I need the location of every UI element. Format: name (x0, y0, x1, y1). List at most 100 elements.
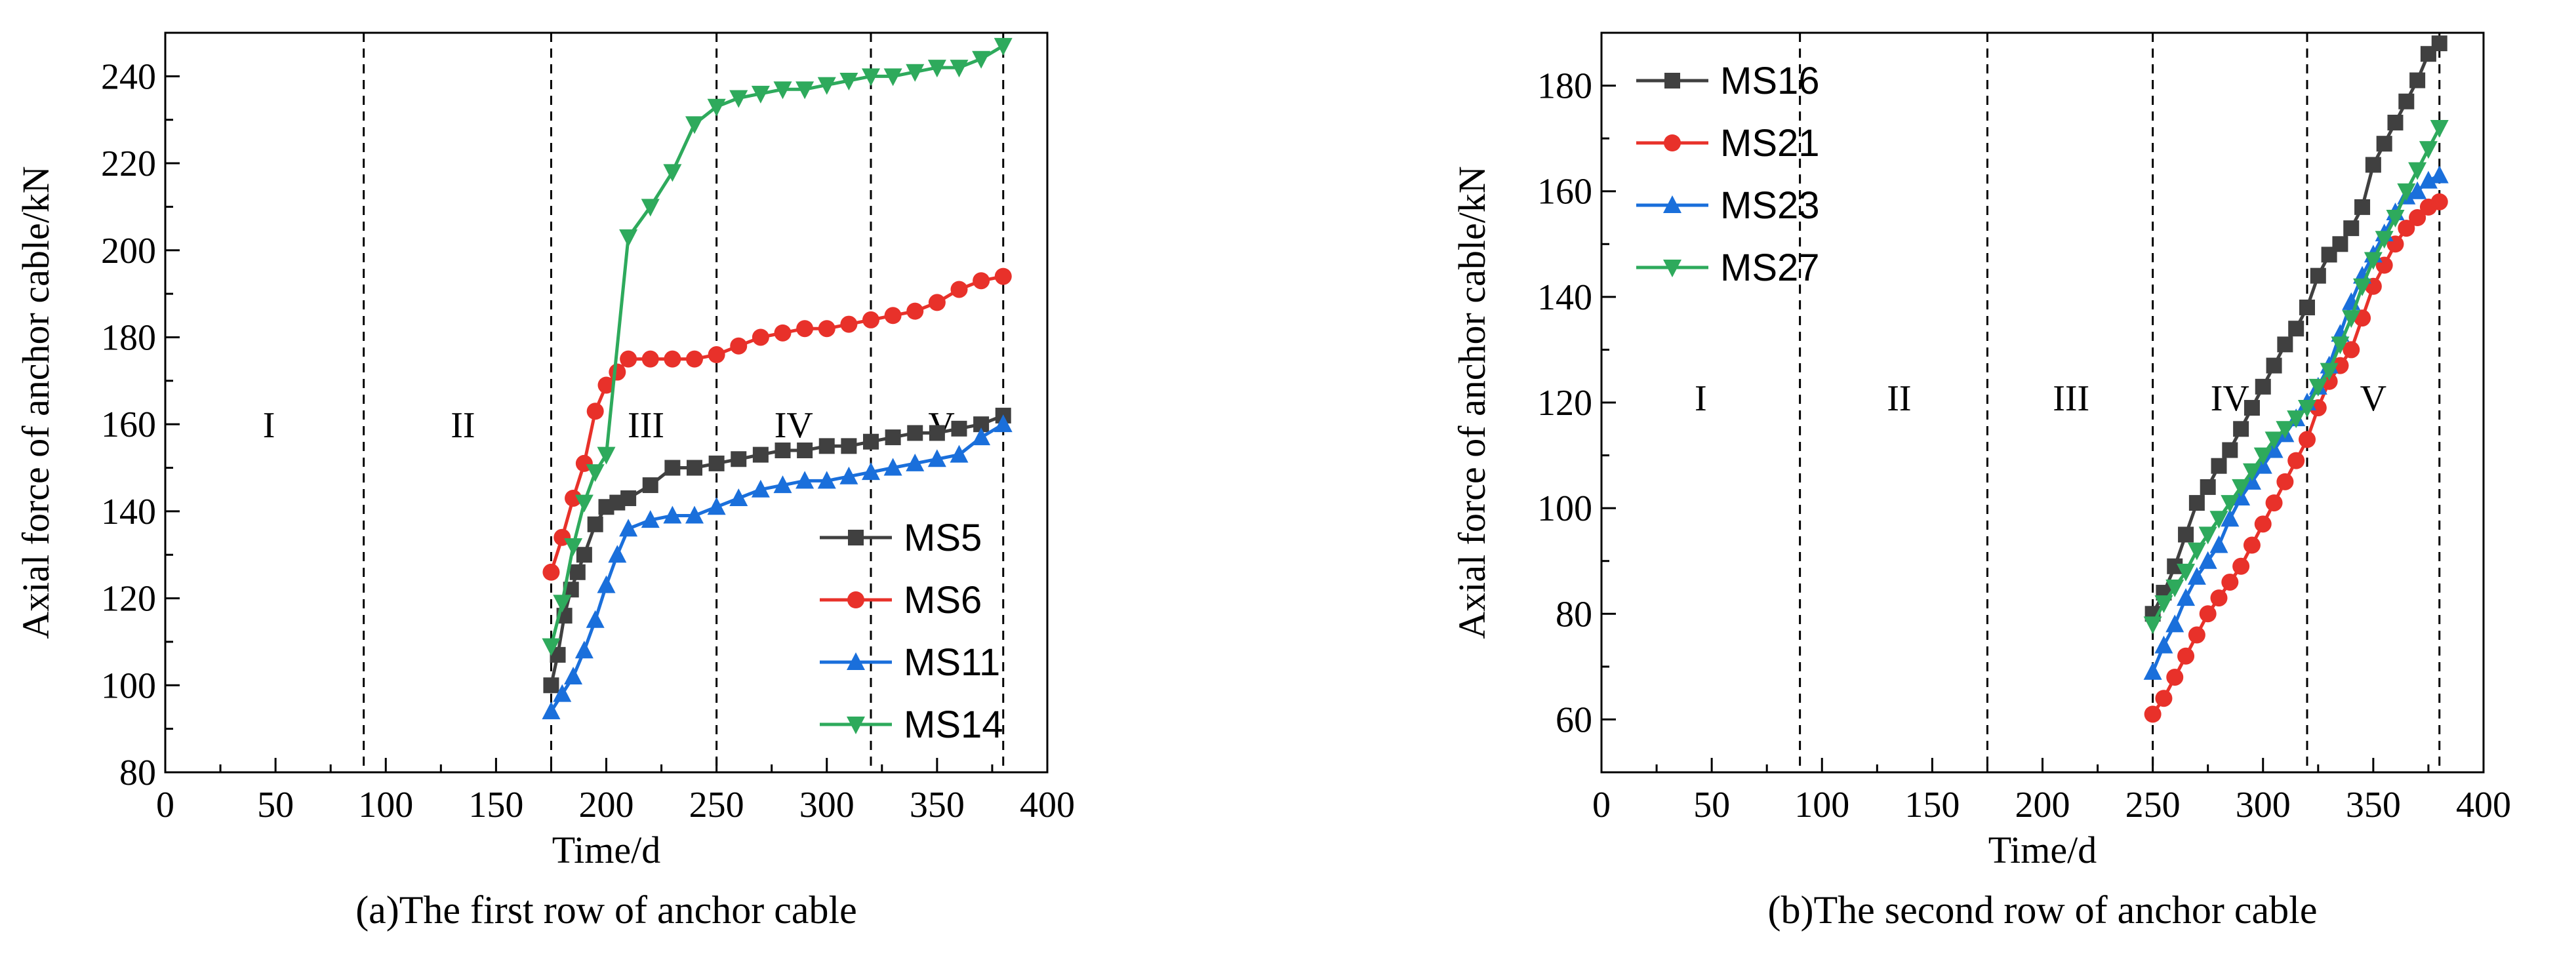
x-tick-label: 250 (689, 785, 744, 825)
data-point (2397, 183, 2416, 201)
legend-marker (1664, 73, 1680, 89)
data-point (2276, 421, 2295, 439)
data-point (2221, 495, 2240, 513)
data-point (2253, 447, 2272, 465)
data-point (2365, 157, 2381, 173)
data-point (2187, 566, 2206, 585)
legend-marker (847, 652, 865, 670)
data-point (2298, 400, 2316, 418)
data-point (2143, 616, 2162, 635)
data-point (972, 50, 991, 69)
data-point (907, 425, 923, 441)
data-point (797, 442, 813, 458)
x-axis-title: Time/d (552, 829, 660, 871)
data-point (773, 475, 792, 494)
chart-caption: (b)The second row of anchor cable (1768, 888, 2318, 932)
data-point (2398, 93, 2415, 109)
legend-marker (1664, 134, 1681, 151)
data-point (2198, 526, 2217, 545)
data-point (863, 433, 879, 450)
data-point (574, 494, 594, 513)
data-point (2233, 421, 2249, 437)
y-tick-label: 140 (1537, 277, 1592, 318)
data-point (2299, 431, 2316, 448)
data-point (586, 403, 604, 420)
data-point (663, 164, 682, 182)
data-point (586, 610, 605, 628)
data-point (2342, 310, 2361, 328)
data-point (2209, 535, 2228, 553)
y-tick-label: 180 (101, 317, 156, 358)
series-ms14 (542, 37, 1013, 656)
data-point (574, 641, 594, 659)
legend-marker (847, 591, 864, 608)
data-point (542, 701, 561, 720)
data-point (707, 98, 726, 117)
data-point (2332, 236, 2348, 252)
y-axis-title: Axial force of anchor cable/kN (1451, 166, 1493, 639)
data-point (553, 595, 572, 613)
data-point (664, 350, 681, 368)
legend-label: MS27 (1720, 247, 1820, 289)
data-point (2430, 193, 2448, 210)
data-point (2386, 210, 2405, 227)
data-point (609, 363, 626, 381)
y-tick-label: 160 (1537, 172, 1592, 212)
data-point (752, 446, 769, 463)
data-point (2320, 363, 2339, 381)
x-tick-label: 150 (1904, 785, 1960, 825)
data-point (2177, 563, 2196, 582)
x-tick-label: 100 (358, 785, 413, 825)
data-point (731, 451, 747, 467)
data-point (2299, 299, 2315, 315)
data-point (2255, 378, 2271, 395)
data-point (2243, 536, 2261, 554)
data-point (2375, 231, 2394, 249)
y-tick-label: 200 (101, 231, 156, 271)
x-tick-label: 0 (156, 785, 174, 825)
data-point (565, 489, 582, 507)
data-point (2199, 605, 2217, 623)
data-point (2209, 511, 2228, 529)
x-tick-label: 400 (1020, 785, 1075, 825)
series-ms6 (542, 267, 1012, 581)
data-point (2408, 162, 2427, 180)
data-point (906, 64, 925, 82)
x-tick-label: 200 (579, 785, 634, 825)
chart-second-row: 0 50 100 150 200 250 300 350 400 60 80 100 120 140 160… (1451, 31, 2511, 932)
data-point (663, 505, 682, 524)
data-point (2222, 442, 2238, 458)
data-point (885, 429, 901, 446)
data-point (2343, 341, 2360, 359)
y-tick-label: 240 (101, 56, 156, 97)
legend: MS16 MS21 MS23 MS27 (1636, 60, 1820, 289)
data-point (2177, 588, 2196, 606)
legend-label: MS14 (904, 703, 1003, 746)
stage-label: III (628, 405, 664, 446)
stage-label: I (263, 405, 275, 446)
y-tick-label: 160 (101, 405, 156, 445)
data-point (708, 346, 725, 364)
stage-label: I (1695, 378, 1707, 419)
data-point (707, 497, 726, 515)
data-point (751, 479, 770, 498)
data-point (839, 72, 858, 90)
x-tick-label: 200 (2015, 785, 2070, 825)
data-point (2265, 494, 2283, 512)
legend-label: MS5 (904, 517, 982, 559)
legend-label: MS6 (904, 579, 982, 622)
series-ms27 (2143, 120, 2449, 635)
series-ms11 (542, 414, 1013, 720)
data-point (2221, 509, 2240, 527)
data-point (2387, 114, 2404, 130)
data-point (839, 466, 858, 484)
data-point (553, 684, 572, 702)
data-point (883, 458, 902, 476)
data-point (2210, 589, 2228, 607)
stage-label: III (2053, 378, 2089, 419)
data-point (2264, 431, 2284, 450)
data-point (883, 68, 902, 87)
data-point (927, 60, 946, 78)
legend: MS5 MS6 MS11 MS14 (820, 517, 1003, 746)
